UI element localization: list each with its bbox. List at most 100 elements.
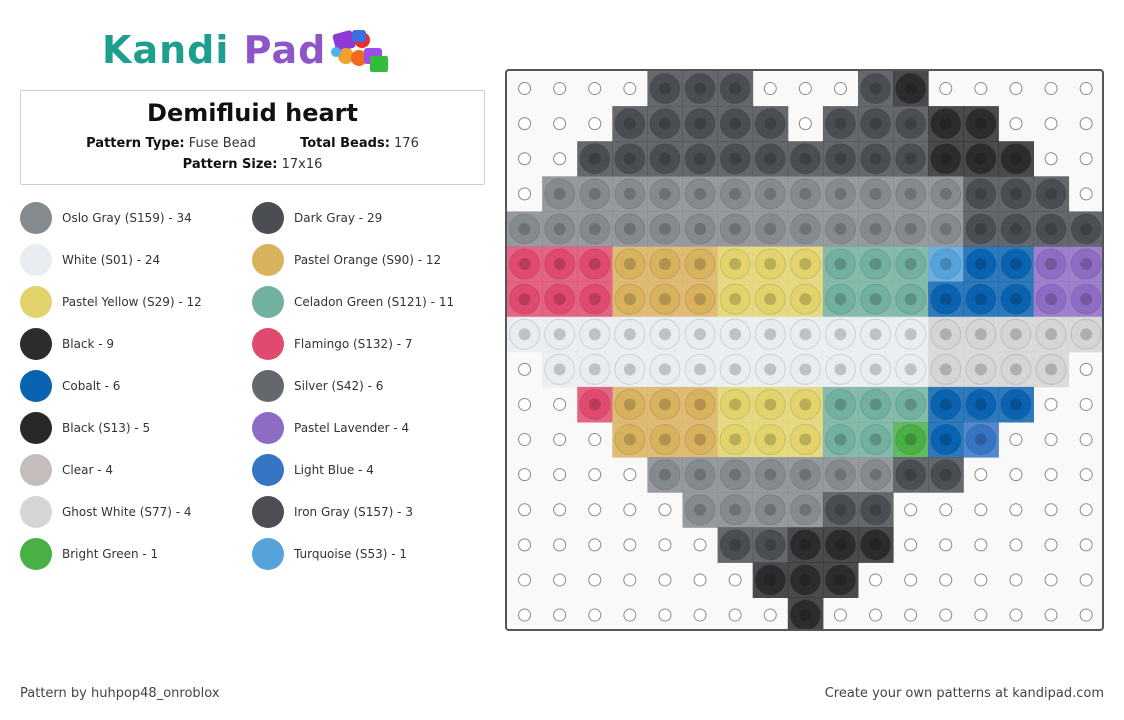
- bead: [684, 424, 716, 456]
- bead-hole: [904, 152, 917, 165]
- empty-peg: [588, 573, 602, 587]
- bead-hole: [869, 293, 882, 306]
- bead-hole: [764, 503, 777, 516]
- bead: [965, 353, 997, 385]
- bead-hole: [553, 363, 566, 376]
- empty-peg: [553, 152, 567, 166]
- bead-hole: [799, 328, 812, 341]
- bead-hole: [764, 398, 777, 411]
- bead: [860, 283, 892, 315]
- bead-hole: [1009, 293, 1022, 306]
- kandipad-logo[interactable]: Kandi Pad: [100, 26, 410, 76]
- bead: [684, 353, 716, 385]
- bead-hole: [694, 293, 707, 306]
- bead-hole: [553, 293, 566, 306]
- bead-hole: [904, 82, 917, 95]
- color-swatch: [252, 370, 284, 402]
- bead-hole: [904, 468, 917, 481]
- bead: [614, 178, 646, 210]
- legend-item: Black - 9: [20, 328, 114, 360]
- bead: [649, 73, 681, 105]
- bead-hole: [694, 328, 707, 341]
- empty-peg: [693, 538, 707, 552]
- bead: [614, 283, 646, 315]
- bead: [1070, 283, 1102, 315]
- bead: [860, 494, 892, 526]
- bead-hole: [939, 117, 952, 130]
- bead-hole: [834, 468, 847, 481]
- bead-hole: [939, 433, 952, 446]
- bead-hole: [1045, 187, 1058, 200]
- bead-hole: [904, 258, 917, 271]
- bead: [719, 424, 751, 456]
- legend-label: Iron Gray (S157) - 3: [294, 505, 413, 519]
- bead-hole: [764, 152, 777, 165]
- bead: [1000, 283, 1032, 315]
- bead-hole: [939, 152, 952, 165]
- bead-hole: [729, 398, 742, 411]
- bead-hole: [729, 152, 742, 165]
- bead: [895, 388, 927, 420]
- empty-peg: [1009, 573, 1023, 587]
- bead: [649, 424, 681, 456]
- bead: [649, 213, 681, 245]
- bead-hole: [694, 433, 707, 446]
- bead-hole: [764, 363, 777, 376]
- legend-item: Ghost White (S77) - 4: [20, 496, 192, 528]
- bead-hole: [588, 363, 601, 376]
- bead-hole: [1009, 152, 1022, 165]
- legend-label: Cobalt - 6: [62, 379, 121, 393]
- empty-peg: [1079, 187, 1093, 201]
- empty-peg: [1044, 468, 1058, 482]
- empty-peg: [1044, 397, 1058, 411]
- bead-hole: [939, 258, 952, 271]
- bead: [965, 424, 997, 456]
- empty-peg: [974, 82, 988, 96]
- bead-hole: [904, 328, 917, 341]
- bead-hole: [729, 293, 742, 306]
- empty-peg: [518, 187, 532, 201]
- bead-hole: [904, 293, 917, 306]
- empty-peg: [518, 573, 532, 587]
- bead-hole: [1009, 363, 1022, 376]
- legend-label: Celadon Green (S121) - 11: [294, 295, 455, 309]
- bead: [965, 283, 997, 315]
- bead: [860, 424, 892, 456]
- legend-item: Iron Gray (S157) - 3: [252, 496, 413, 528]
- empty-peg: [1044, 538, 1058, 552]
- bead: [860, 459, 892, 491]
- bead: [930, 108, 962, 140]
- kandipad-promo-link[interactable]: Create your own patterns at kandipad.com: [824, 686, 1104, 701]
- bead-hole: [1045, 293, 1058, 306]
- color-swatch: [252, 328, 284, 360]
- pattern-type-label: Pattern Type:: [86, 136, 185, 151]
- empty-peg: [1079, 397, 1093, 411]
- bead-hole: [518, 222, 531, 235]
- bead-hole: [694, 222, 707, 235]
- bead: [1035, 283, 1067, 315]
- bead: [824, 459, 856, 491]
- bead-hole: [729, 222, 742, 235]
- bead-hole: [623, 398, 636, 411]
- bead: [754, 178, 786, 210]
- empty-peg: [904, 538, 918, 552]
- bead-hole: [764, 117, 777, 130]
- bead: [719, 178, 751, 210]
- bead: [1000, 353, 1032, 385]
- bead: [684, 73, 716, 105]
- bead: [860, 248, 892, 280]
- empty-peg: [518, 152, 532, 166]
- bead: [1070, 213, 1102, 245]
- bead: [789, 494, 821, 526]
- bead: [1035, 353, 1067, 385]
- bead-hole: [729, 82, 742, 95]
- bead-hole: [1080, 222, 1093, 235]
- bead: [544, 248, 576, 280]
- bead: [789, 388, 821, 420]
- empty-peg: [904, 608, 918, 622]
- bead: [789, 248, 821, 280]
- bead: [649, 283, 681, 315]
- bead-hole: [658, 187, 671, 200]
- bead: [789, 213, 821, 245]
- bead-hole: [764, 187, 777, 200]
